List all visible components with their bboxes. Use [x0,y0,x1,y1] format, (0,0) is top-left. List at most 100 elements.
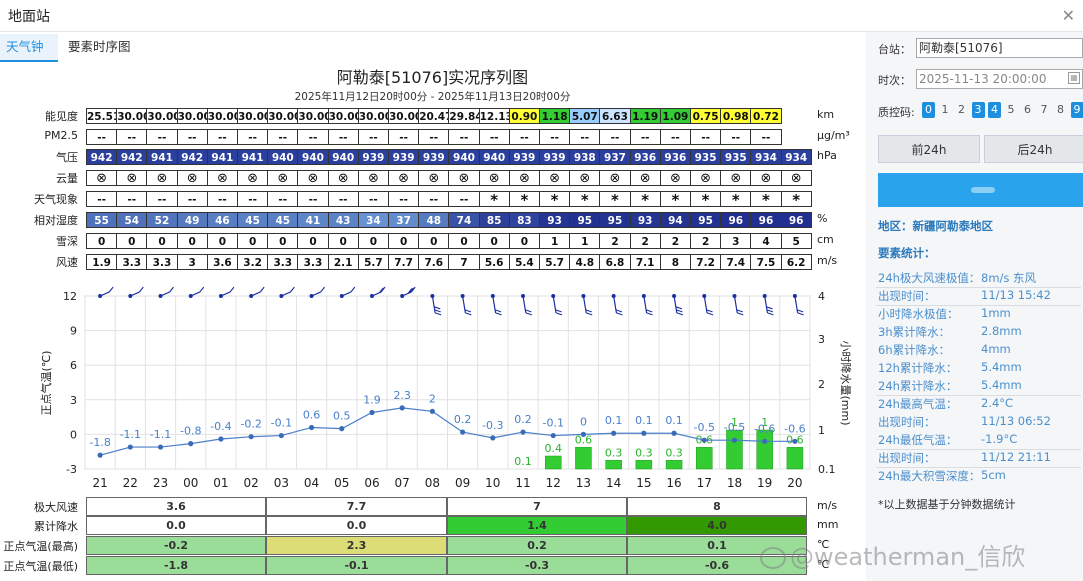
cloud-cover-cell: ⊗ [327,170,359,186]
stat-value: 2.8mm [981,324,1022,338]
humidity-cell: 37 [388,212,420,228]
row-label: 气压 [56,151,78,164]
summary-label: 累计降水 [34,520,78,533]
x-tick-label: 08 [425,476,440,490]
pressure-cell: 937 [599,149,631,165]
summary-wind-cell: 7.7 [266,497,447,516]
pressure-cell: 939 [357,149,389,165]
wind-barb-dot [551,294,556,298]
stat-separator [876,395,1081,396]
qc-code-button[interactable]: 2 [958,103,965,116]
wind-barb-dot [521,294,526,298]
summary-unit: ℃ [817,558,830,571]
time-input[interactable]: 2025-11-13 20:00:00 ▦ [916,69,1083,89]
weather-cell: -- [327,191,359,207]
summary-precip-cell: 0.0 [86,516,266,535]
snow-depth-cell: 0 [478,233,510,249]
summary-tmax-cell: 2.3 [266,536,447,555]
qc-code-button[interactable]: 5 [1007,103,1015,116]
wind-barb-flag [380,286,386,293]
stat-key: 24h最大积雪深度： [878,469,981,483]
qc-code-button[interactable]: 3 [971,102,985,118]
temperature-point [399,405,405,411]
snow-depth-cell: 2 [659,233,691,249]
stat-value: 1mm [981,306,1011,320]
pm25-cell: -- [297,129,329,145]
wind-speed-cell: 4.8 [569,254,601,270]
temperature-label: -1.1 [150,428,171,441]
y-tick-label: 0 [70,428,77,441]
wind-speed-cell: 7.5 [750,254,782,270]
tab-weather-clock[interactable]: 天气钟 [0,34,58,62]
temperature-label: -0.3 [482,419,503,432]
chart-title: 阿勒泰[51076]实况序列图 [336,68,529,87]
visibility-cell: 30.00 [176,108,208,124]
pressure-cell: 939 [508,149,540,165]
stat-value: 11/13 06:52 [981,414,1051,428]
wind-barb-flag [585,309,592,313]
qc-code-button[interactable]: 7 [1040,103,1048,116]
wind-barb-flag [434,309,441,313]
visibility-cell: 25.51 [86,108,118,124]
precip-label: 0.4 [544,442,562,455]
wind-barb-dot [279,294,284,298]
wind-speed-cell: 3.3 [146,254,178,270]
stat-key: 24h最低气温： [878,433,958,447]
station-input[interactable]: 阿勒泰[51076] [916,38,1083,58]
humidity-cell: 54 [116,212,148,228]
qc-code-button[interactable]: 6 [1024,103,1031,116]
cloud-cover-cell: ⊗ [599,170,631,186]
x-tick-label: 23 [153,476,168,490]
tab-element-timeseries[interactable]: 要素时序图 [68,39,131,54]
query-button[interactable] [878,173,1083,207]
wind-barb-dot [188,294,193,298]
calendar-icon[interactable]: ▦ [1068,72,1080,84]
visibility-cell: 30.00 [388,108,420,124]
precip-bar [665,460,683,470]
qc-code-button[interactable]: 9 [1070,102,1083,118]
snow-depth-cell: 0 [86,233,118,249]
y2-tick-label: 1 [818,424,825,437]
wind-barb-dot [400,294,405,298]
qc-code-button[interactable]: 4 [988,102,1001,118]
visibility-cell: 30.00 [237,108,269,124]
precip-bar [544,455,562,470]
qc-code-button[interactable]: 1 [941,103,949,116]
stat-separator [876,467,1081,468]
y2-tick-label: 2 [818,378,825,391]
precip-bar [786,447,804,470]
prev-24h-button[interactable]: 前24h [878,135,980,163]
snow-depth-cell: 0 [357,233,389,249]
query-button-glyph [971,187,995,193]
wind-barb-dot [430,294,435,298]
region-label: 地区：新疆阿勒泰地区 [878,219,993,233]
time-value: 2025-11-13 20:00:00 [919,72,1047,86]
x-tick-label: 05 [334,476,349,490]
weather-cell: * [659,191,691,207]
wind-barb-dot [128,294,133,298]
qc-code-button[interactable]: 0 [922,102,935,118]
close-icon[interactable]: ✕ [1061,6,1075,25]
snow-depth-cell: 2 [599,233,631,249]
snow-depth-cell: 0 [146,233,178,249]
temperature-label: -0.8 [180,425,201,438]
wind-barb-dot [490,294,495,298]
pm25-cell: -- [539,129,571,145]
temperature-point [611,430,617,436]
weather-cell: -- [388,191,420,207]
humidity-cell: 41 [297,212,329,228]
qc-code-button[interactable]: 8 [1057,103,1064,116]
stat-separator [876,287,1081,288]
row-label: PM2.5 [44,129,78,142]
wind-barb-flag [350,286,356,293]
next-24h-button[interactable]: 后24h [984,135,1083,163]
temperature-label: -0.5 [694,421,715,434]
wind-speed-cell: 7.2 [690,254,722,270]
temperature-label: -1.8 [89,436,110,449]
wind-barb-flag [555,312,563,316]
humidity-cell: 52 [146,212,178,228]
temperature-label: 0.1 [635,414,653,427]
wind-barb-flag [676,309,683,313]
wind-speed-cell: 3.3 [297,254,329,270]
